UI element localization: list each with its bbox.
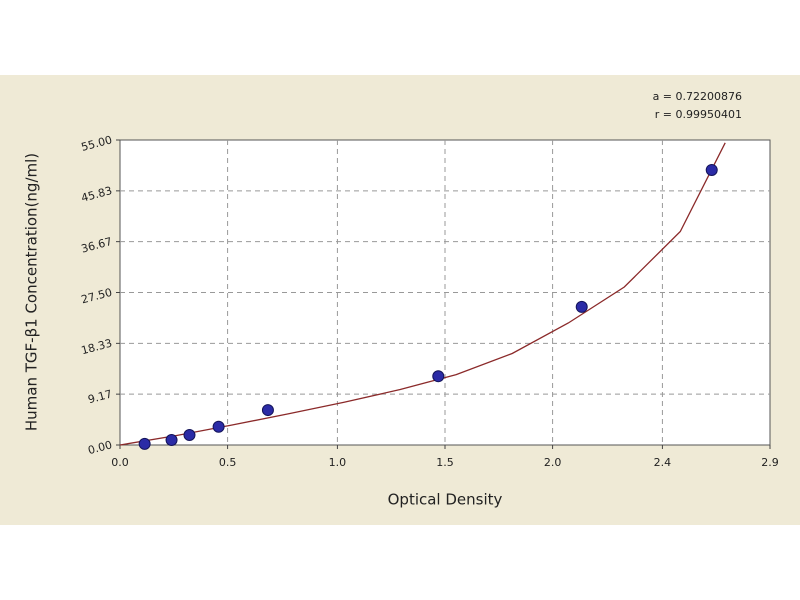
data-point bbox=[165, 434, 178, 447]
y-axis-title: Human TGF-β1 Concentration(ng/ml) bbox=[23, 153, 41, 431]
x-tick-label: 2.4 bbox=[654, 456, 672, 469]
data-point bbox=[261, 404, 274, 417]
data-point bbox=[575, 300, 588, 313]
data-point bbox=[212, 420, 225, 433]
annotation: a = 0.72200876 bbox=[653, 90, 742, 103]
x-tick-label: 2.0 bbox=[544, 456, 562, 469]
x-tick-label: 1.5 bbox=[436, 456, 454, 469]
x-tick-label: 1.0 bbox=[329, 456, 347, 469]
x-tick-label: 0.0 bbox=[111, 456, 129, 469]
data-point bbox=[705, 163, 718, 176]
data-point bbox=[183, 429, 196, 442]
x-tick-label: 2.9 bbox=[761, 456, 779, 469]
data-point bbox=[138, 437, 151, 450]
x-axis-title: Optical Density bbox=[388, 491, 503, 509]
annotation: r = 0.99950401 bbox=[655, 108, 742, 121]
x-tick-label: 0.5 bbox=[219, 456, 237, 469]
y-tick-label: 9.17 bbox=[87, 387, 114, 406]
data-point bbox=[432, 370, 445, 383]
y-tick-label: 0.00 bbox=[87, 438, 114, 457]
